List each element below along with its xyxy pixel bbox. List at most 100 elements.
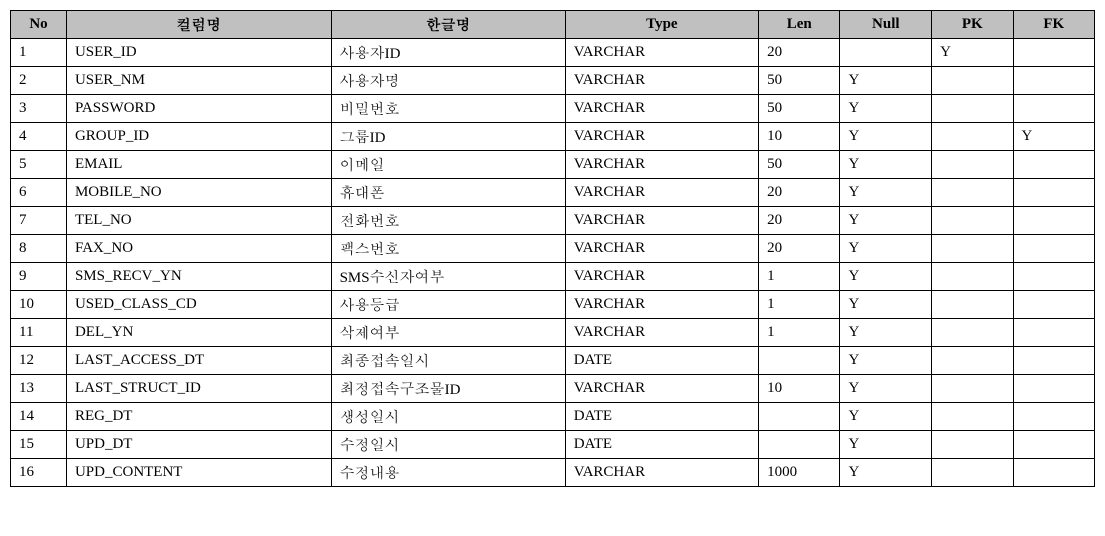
cell-no: 10 (11, 291, 67, 319)
cell-name: FAX_NO (66, 235, 331, 263)
cell-null: Y (840, 151, 932, 179)
cell-type: VARCHAR (565, 207, 758, 235)
cell-name: LAST_STRUCT_ID (66, 375, 331, 403)
cell-no: 8 (11, 235, 67, 263)
cell-pk (932, 235, 1013, 263)
cell-null: Y (840, 179, 932, 207)
cell-fk: Y (1013, 123, 1095, 151)
cell-type: VARCHAR (565, 263, 758, 291)
cell-len: 1 (759, 291, 840, 319)
cell-korean: 팩스번호 (331, 235, 565, 263)
cell-fk (1013, 235, 1095, 263)
header-null: Null (840, 11, 932, 39)
header-name: 컬럼명 (66, 11, 331, 39)
cell-len: 20 (759, 207, 840, 235)
table-row: 12LAST_ACCESS_DT최종접속일시DATEY (11, 347, 1095, 375)
cell-type: DATE (565, 347, 758, 375)
header-row: No컬럼명한글명TypeLenNullPKFK (11, 11, 1095, 39)
cell-name: REG_DT (66, 403, 331, 431)
cell-korean: 이메일 (331, 151, 565, 179)
cell-null: Y (840, 375, 932, 403)
cell-pk (932, 403, 1013, 431)
cell-name: LAST_ACCESS_DT (66, 347, 331, 375)
cell-pk (932, 291, 1013, 319)
cell-no: 3 (11, 95, 67, 123)
cell-len: 1 (759, 319, 840, 347)
cell-len: 20 (759, 235, 840, 263)
cell-no: 4 (11, 123, 67, 151)
cell-no: 12 (11, 347, 67, 375)
cell-pk (932, 123, 1013, 151)
cell-no: 14 (11, 403, 67, 431)
table-row: 8FAX_NO팩스번호VARCHAR20Y (11, 235, 1095, 263)
cell-null: Y (840, 95, 932, 123)
table-row: 7TEL_NO전화번호VARCHAR20Y (11, 207, 1095, 235)
cell-len: 1000 (759, 459, 840, 487)
cell-type: VARCHAR (565, 39, 758, 67)
schema-table: No컬럼명한글명TypeLenNullPKFK 1USER_ID사용자IDVAR… (10, 10, 1095, 487)
cell-korean: 최정접속구조물ID (331, 375, 565, 403)
cell-pk (932, 207, 1013, 235)
cell-null: Y (840, 207, 932, 235)
cell-fk (1013, 263, 1095, 291)
cell-name: USER_NM (66, 67, 331, 95)
cell-korean: 비밀번호 (331, 95, 565, 123)
cell-type: VARCHAR (565, 67, 758, 95)
cell-type: VARCHAR (565, 235, 758, 263)
cell-no: 1 (11, 39, 67, 67)
cell-name: TEL_NO (66, 207, 331, 235)
cell-null: Y (840, 235, 932, 263)
header-no: No (11, 11, 67, 39)
cell-type: VARCHAR (565, 319, 758, 347)
cell-type: VARCHAR (565, 179, 758, 207)
cell-null (840, 39, 932, 67)
cell-null: Y (840, 291, 932, 319)
cell-len (759, 403, 840, 431)
table-row: 3PASSWORD비밀번호VARCHAR50Y (11, 95, 1095, 123)
cell-type: VARCHAR (565, 123, 758, 151)
cell-no: 15 (11, 431, 67, 459)
cell-no: 9 (11, 263, 67, 291)
header-type: Type (565, 11, 758, 39)
cell-len (759, 431, 840, 459)
cell-len: 10 (759, 123, 840, 151)
cell-null: Y (840, 431, 932, 459)
cell-null: Y (840, 459, 932, 487)
cell-fk (1013, 319, 1095, 347)
cell-null: Y (840, 263, 932, 291)
cell-no: 7 (11, 207, 67, 235)
cell-korean: SMS수신자여부 (331, 263, 565, 291)
cell-fk (1013, 95, 1095, 123)
cell-type: VARCHAR (565, 95, 758, 123)
header-len: Len (759, 11, 840, 39)
cell-pk (932, 347, 1013, 375)
table-row: 6MOBILE_NO휴대폰VARCHAR20Y (11, 179, 1095, 207)
cell-pk (932, 67, 1013, 95)
cell-name: EMAIL (66, 151, 331, 179)
cell-len: 50 (759, 67, 840, 95)
cell-pk (932, 375, 1013, 403)
cell-no: 11 (11, 319, 67, 347)
cell-len (759, 347, 840, 375)
cell-fk (1013, 179, 1095, 207)
cell-fk (1013, 347, 1095, 375)
cell-fk (1013, 459, 1095, 487)
cell-pk (932, 151, 1013, 179)
table-row: 14REG_DT생성일시DATEY (11, 403, 1095, 431)
cell-name: SMS_RECV_YN (66, 263, 331, 291)
cell-pk (932, 319, 1013, 347)
cell-len: 20 (759, 39, 840, 67)
cell-korean: 수정내용 (331, 459, 565, 487)
header-fk: FK (1013, 11, 1095, 39)
cell-type: DATE (565, 431, 758, 459)
table-body: 1USER_ID사용자IDVARCHAR20Y2USER_NM사용자명VARCH… (11, 39, 1095, 487)
cell-null: Y (840, 67, 932, 95)
cell-name: USED_CLASS_CD (66, 291, 331, 319)
cell-len: 10 (759, 375, 840, 403)
cell-korean: 수정일시 (331, 431, 565, 459)
cell-fk (1013, 375, 1095, 403)
cell-name: UPD_CONTENT (66, 459, 331, 487)
cell-korean: 휴대폰 (331, 179, 565, 207)
cell-type: VARCHAR (565, 151, 758, 179)
cell-pk (932, 95, 1013, 123)
